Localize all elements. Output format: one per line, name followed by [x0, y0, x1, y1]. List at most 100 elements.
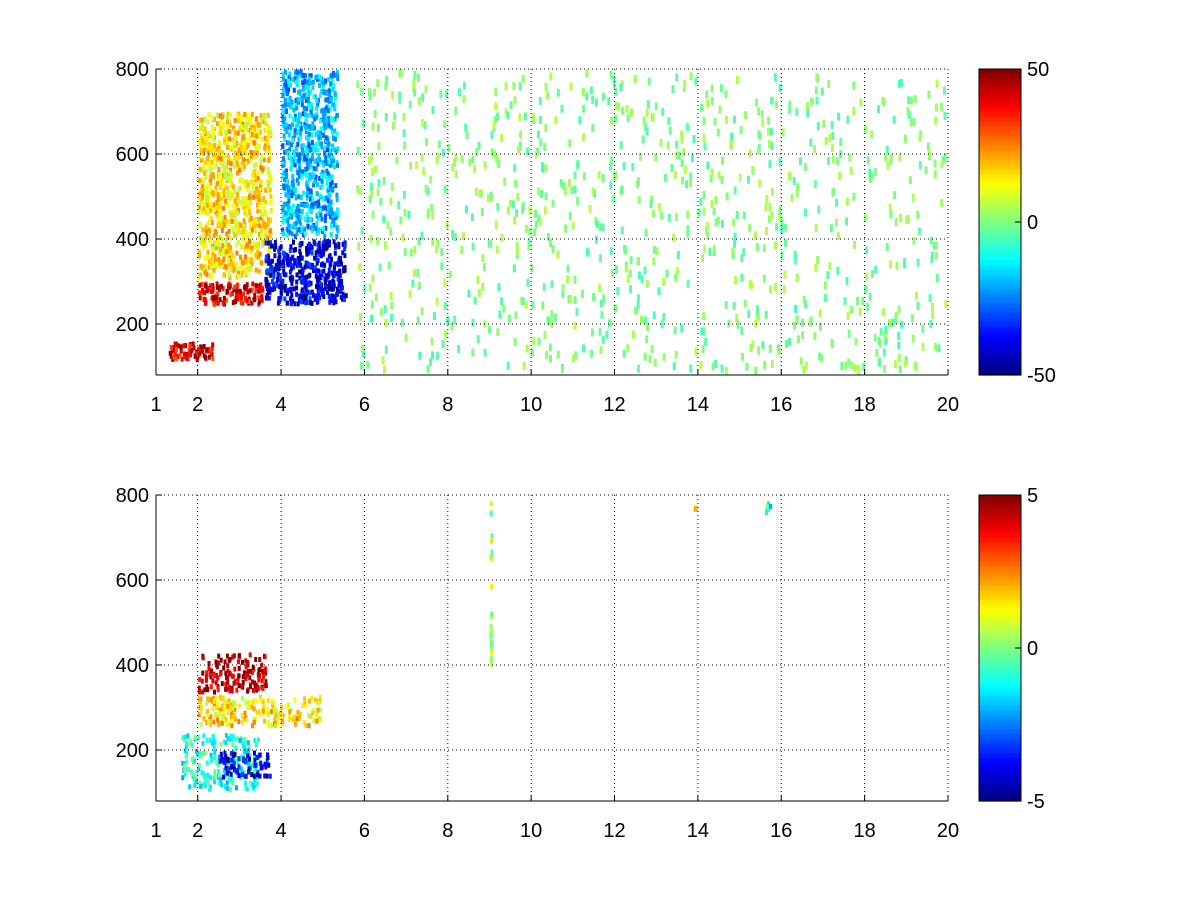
- heatmap-cell: [921, 342, 925, 351]
- heatmap-cell: [725, 115, 728, 124]
- heatmap-cell: [297, 715, 301, 721]
- heatmap-cell: [239, 775, 243, 781]
- heatmap-cell: [259, 215, 263, 221]
- heatmap-cell: [250, 762, 254, 768]
- heatmap-cell: [303, 231, 307, 237]
- heatmap-cell: [931, 302, 934, 311]
- heatmap-cell: [329, 96, 333, 102]
- heatmap-cell: [368, 283, 372, 292]
- heatmap-cell: [277, 258, 281, 264]
- heatmap-cell: [242, 224, 246, 230]
- heatmap-cell: [843, 297, 847, 306]
- heatmap-cell: [292, 239, 295, 245]
- colorbar-swatch: [979, 504, 1021, 510]
- heatmap-cell: [304, 124, 308, 130]
- heatmap-cell: [316, 76, 320, 82]
- heatmap-cell: [454, 170, 458, 179]
- heatmap-cell: [265, 292, 269, 298]
- heatmap-cell: [224, 249, 228, 255]
- heatmap-cell: [813, 144, 816, 153]
- heatmap-cell: [243, 229, 247, 235]
- heatmap-cell: [209, 775, 212, 781]
- heatmap-cell: [292, 247, 296, 253]
- heatmap-cell: [719, 84, 723, 93]
- heatmap-cell: [206, 202, 210, 208]
- x-tick-label: 1: [150, 394, 161, 416]
- heatmap-cell: [701, 345, 705, 354]
- heatmap-cell: [228, 671, 232, 677]
- heatmap-cell: [283, 126, 287, 132]
- heatmap-cell: [316, 275, 320, 281]
- heatmap-cell: [208, 142, 212, 148]
- heatmap-cell: [341, 250, 345, 256]
- heatmap-cell: [300, 255, 304, 261]
- heatmap-cell: [212, 232, 216, 238]
- colorbar-swatch: [979, 729, 1021, 735]
- heatmap-cell: [336, 162, 339, 168]
- heatmap-cell: [184, 743, 188, 749]
- heatmap-cell: [785, 339, 789, 348]
- heatmap-cell: [304, 84, 308, 90]
- heatmap-cell: [209, 201, 213, 207]
- heatmap-cell: [209, 260, 213, 265]
- colorbar-swatch: [979, 691, 1021, 697]
- heatmap-cell: [581, 290, 584, 299]
- heatmap-cell: [373, 165, 377, 174]
- heatmap-cell: [928, 294, 932, 303]
- heatmap-cell: [301, 72, 305, 78]
- heatmap-cell: [201, 184, 205, 190]
- heatmap-cell: [724, 301, 728, 310]
- heatmap-cell: [313, 179, 317, 185]
- heatmap-cell: [248, 675, 252, 681]
- heatmap-cell: [889, 210, 893, 219]
- heatmap-cell: [243, 114, 247, 120]
- heatmap-cell: [793, 321, 797, 330]
- heatmap-cell: [211, 678, 215, 684]
- heatmap-cell: [267, 762, 271, 768]
- heatmap-cell: [242, 157, 246, 163]
- heatmap-cell: [559, 179, 563, 188]
- heatmap-cell: [297, 227, 301, 233]
- heatmap-cell: [290, 190, 294, 196]
- heatmap-cell: [424, 184, 428, 193]
- heatmap-cell: [290, 142, 294, 148]
- colorbar-swatch: [979, 638, 1021, 644]
- heatmap-cell: [344, 293, 348, 299]
- heatmap-cell: [229, 751, 233, 757]
- heatmap-cell: [515, 248, 519, 257]
- colorbar-swatch: [979, 274, 1021, 280]
- heatmap-cell: [403, 247, 407, 256]
- heatmap-cell: [326, 289, 330, 295]
- heatmap-cell: [237, 683, 241, 688]
- heatmap-cell: [241, 134, 245, 140]
- colorbar-swatch: [979, 336, 1021, 343]
- heatmap-cell: [912, 236, 916, 245]
- heatmap-cell: [489, 511, 493, 517]
- heatmap-cell: [524, 300, 528, 309]
- heatmap-cell: [260, 136, 264, 142]
- heatmap-cell: [646, 322, 650, 331]
- heatmap-cell: [643, 122, 647, 131]
- heatmap-cell: [306, 137, 310, 143]
- heatmap-cell: [465, 205, 468, 214]
- heatmap-cell: [802, 365, 806, 374]
- heatmap-cell: [313, 265, 317, 271]
- heatmap-cell: [643, 316, 647, 325]
- heatmap-cell: [356, 146, 360, 155]
- heatmap-cell: [233, 232, 237, 238]
- heatmap-cell: [424, 85, 428, 94]
- heatmap-cell: [264, 679, 268, 685]
- heatmap-cell: [331, 87, 335, 93]
- heatmap-cell: [244, 179, 248, 185]
- heatmap-cell: [301, 273, 305, 279]
- heatmap-cell: [243, 737, 247, 743]
- heatmap-cell: [333, 103, 337, 109]
- heatmap-cell: [195, 779, 198, 785]
- heatmap-cell: [286, 193, 290, 199]
- heatmap-cell: [247, 244, 251, 250]
- heatmap-cell: [265, 235, 269, 241]
- x-tick-label: 14: [687, 820, 709, 842]
- heatmap-cell: [304, 73, 308, 79]
- heatmap-cell: [285, 140, 289, 146]
